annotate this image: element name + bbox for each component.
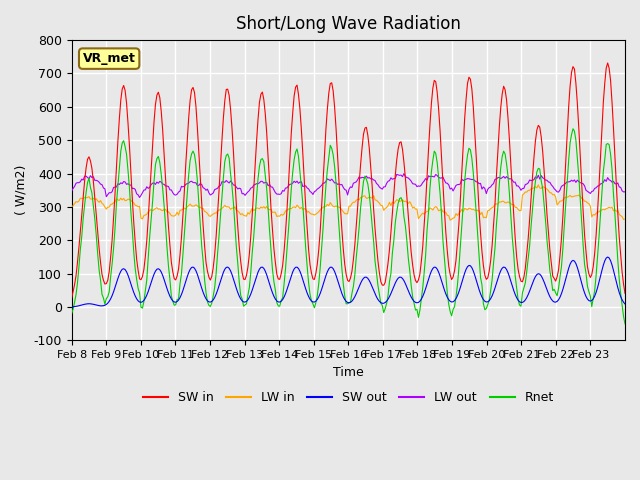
Legend: SW in, LW in, SW out, LW out, Rnet: SW in, LW in, SW out, LW out, Rnet — [138, 386, 559, 409]
Title: Short/Long Wave Radiation: Short/Long Wave Radiation — [236, 15, 461, 33]
Text: VR_met: VR_met — [83, 52, 136, 65]
X-axis label: Time: Time — [333, 366, 364, 379]
Y-axis label: ( W/m2): ( W/m2) — [15, 165, 28, 216]
